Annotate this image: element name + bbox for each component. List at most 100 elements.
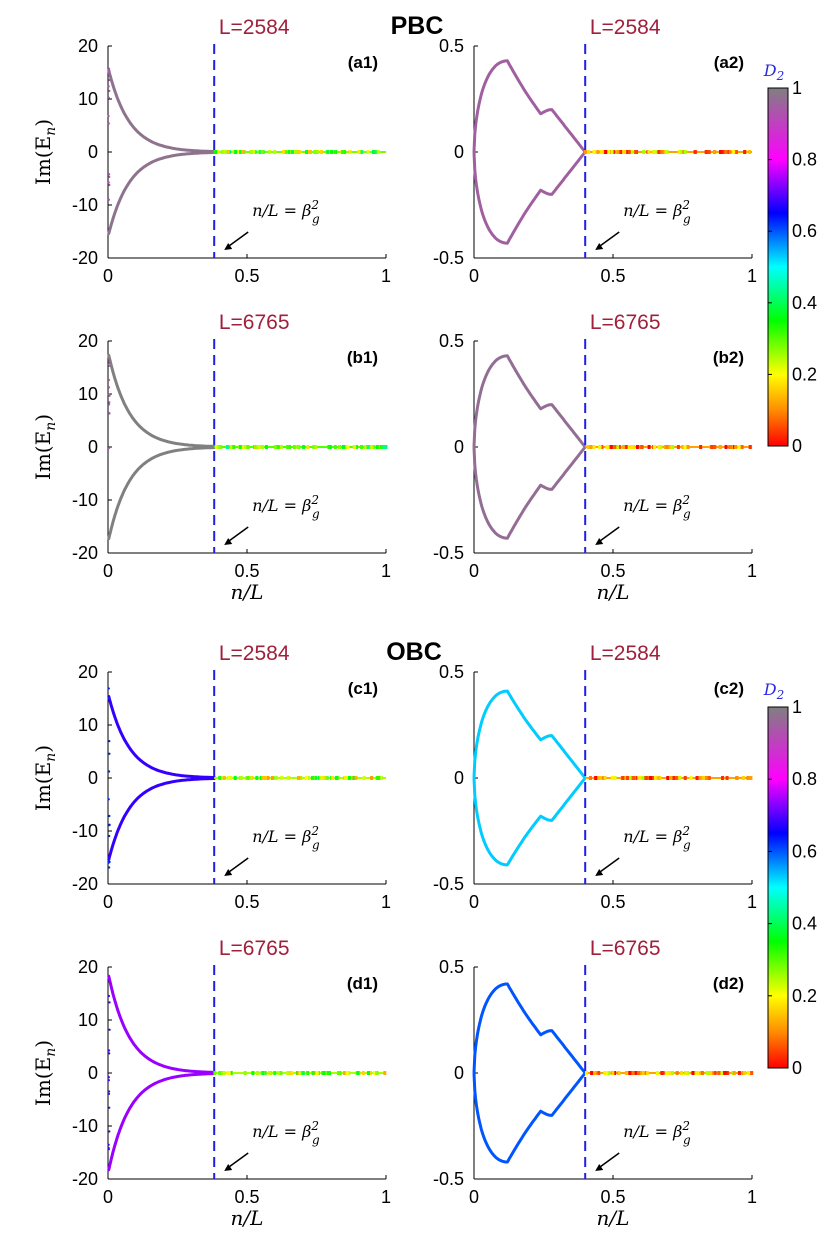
extended-state-point	[370, 445, 374, 449]
x-axis-label: n/L	[597, 1206, 630, 1230]
extended-state-point	[611, 1071, 615, 1075]
extended-state-point	[319, 776, 323, 780]
panel-title: L=2584	[590, 16, 661, 39]
eigen-branch-lower	[107, 1072, 216, 1172]
extended-state-point	[737, 1071, 741, 1075]
panel-title: L=2584	[219, 16, 290, 39]
extended-state-point	[311, 1071, 315, 1075]
extended-state-point	[370, 776, 374, 780]
extended-state-point	[750, 1071, 754, 1075]
extended-state-point	[699, 445, 703, 449]
extended-state-point	[681, 445, 685, 449]
extended-state-point	[725, 776, 729, 780]
extended-state-point	[214, 150, 218, 154]
extended-state-point	[663, 150, 667, 154]
eigen-point	[107, 173, 111, 176]
extended-state-point	[669, 776, 673, 780]
extended-state-point	[239, 776, 243, 780]
extended-state-point	[256, 445, 260, 449]
x-tick-label: 0	[103, 561, 113, 581]
extended-state-point	[338, 445, 342, 449]
extended-state-point	[223, 150, 227, 154]
extended-state-point	[334, 150, 338, 154]
extended-state-point	[307, 776, 311, 780]
y-axis-label-close: )	[31, 745, 55, 753]
y-axis-label-close: )	[31, 119, 55, 127]
extended-state-point	[293, 445, 297, 449]
extended-state-point	[313, 150, 317, 154]
extended-state-point	[712, 150, 716, 154]
extended-state-point	[375, 445, 379, 449]
extended-state-point	[732, 150, 736, 154]
extended-state-point	[700, 776, 704, 780]
y-tick-label: 0.5	[439, 331, 464, 351]
extended-state-point	[345, 1071, 349, 1075]
extended-state-point	[723, 150, 727, 154]
eigen-point	[108, 412, 111, 415]
y-tick-label: 0	[454, 142, 464, 162]
y-tick-label: 0	[88, 768, 98, 788]
extended-state-point	[376, 150, 380, 154]
eigen-point	[108, 361, 111, 364]
extended-state-point	[366, 1071, 370, 1075]
extended-state-point	[749, 776, 753, 780]
extended-state-point	[226, 776, 230, 780]
extended-state-point	[337, 1071, 341, 1075]
eigen-point	[107, 446, 111, 450]
extended-state-point	[246, 445, 250, 449]
extended-state-point	[718, 445, 722, 449]
extended-state-point	[274, 776, 278, 780]
x-tick-label: 1	[747, 561, 757, 581]
eigen-point	[107, 96, 111, 99]
x-tick-label: 0	[103, 892, 113, 912]
eigen-point	[107, 1092, 111, 1095]
annotation-arrow	[225, 526, 249, 544]
eigen-branch-upper	[107, 353, 216, 448]
extended-state-point	[222, 776, 226, 780]
y-tick-label: -20	[72, 543, 98, 563]
extended-state-point	[240, 445, 244, 449]
extended-state-point	[589, 445, 593, 449]
extended-state-point	[217, 445, 221, 449]
extended-state-point	[597, 1071, 601, 1075]
extended-state-point	[598, 776, 602, 780]
extended-state-point	[705, 1071, 709, 1075]
extended-state-point	[746, 776, 750, 780]
extended-state-point	[710, 445, 714, 449]
extended-state-point	[382, 445, 386, 449]
eigen-branch-lower	[472, 446, 587, 540]
extended-state-point	[330, 150, 334, 154]
eigen-point	[108, 834, 111, 838]
eigen-branch-upper	[472, 354, 587, 448]
extended-state-point	[238, 445, 242, 449]
extended-state-point	[681, 150, 685, 154]
y-tick-label: 10	[78, 384, 98, 404]
extended-state-point	[273, 1071, 277, 1075]
panel-d2: 0.50-0.50 0.5 1L=6765(d2)n/L = β2 gn/L	[433, 937, 757, 1230]
extended-state-point	[375, 1071, 379, 1075]
extended-state-point	[286, 776, 290, 780]
y-tick-label: -0.5	[433, 1169, 464, 1189]
extended-state-point	[260, 150, 264, 154]
extended-state-point	[645, 1071, 649, 1075]
x-tick-label: 0.5	[234, 561, 259, 581]
eigen-point	[108, 740, 111, 743]
annotation-arrow	[225, 857, 249, 875]
extended-state-point	[341, 445, 345, 449]
extended-state-point	[671, 1071, 675, 1075]
x-axis-label: n/L	[231, 1206, 264, 1230]
extended-state-point	[675, 1071, 679, 1075]
extended-state-point	[676, 776, 680, 780]
extended-state-point	[297, 776, 301, 780]
extended-state-point	[219, 445, 223, 449]
extended-state-point	[377, 445, 381, 449]
extended-state-point	[607, 1071, 611, 1075]
panel-title: L=2584	[590, 642, 661, 665]
eigen-point	[107, 798, 110, 801]
y-axis-label-sub: n	[43, 753, 59, 762]
y-tick-label: -10	[72, 821, 98, 841]
eigen-point	[108, 403, 111, 406]
colorbar-gradient	[767, 87, 789, 447]
